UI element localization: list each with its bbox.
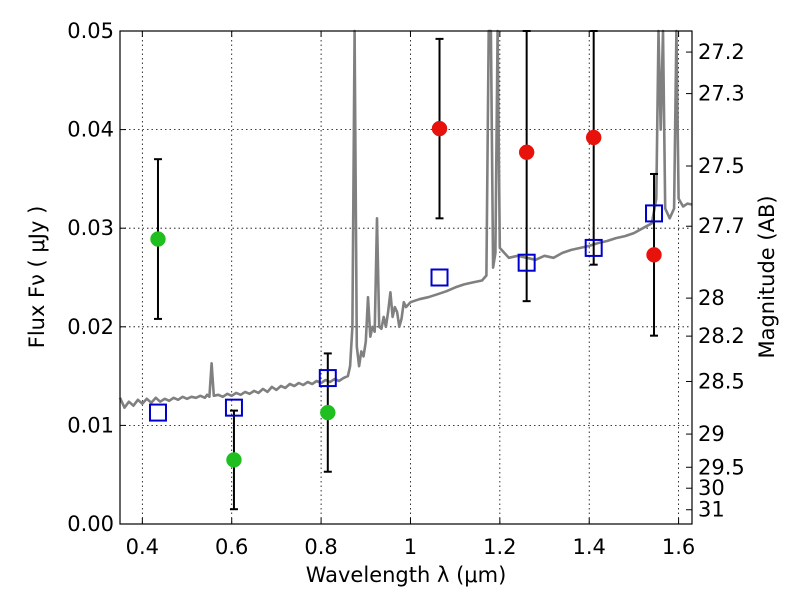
- y-tick-label: 0.04: [67, 118, 114, 142]
- spectrum: [118, 29, 693, 409]
- x-tick-label: 1.6: [662, 535, 695, 559]
- red-data-point: [646, 247, 662, 263]
- y-tick-label: 0.00: [67, 512, 114, 536]
- model-square-marker: [318, 369, 337, 388]
- y-tick-label: 0.03: [67, 216, 114, 240]
- right-tick-label: 28.2: [698, 324, 745, 348]
- right-tick-label: 28: [698, 286, 725, 310]
- y-tick-label: 0.01: [67, 413, 114, 437]
- right-tick-label: 27.2: [698, 40, 745, 64]
- x-tick-label: 1: [404, 535, 417, 559]
- right-tick-label: 28.5: [698, 369, 745, 393]
- x-ticks: 0.4 0.6 0.8 1 1.2 1.4 1.6: [126, 31, 695, 559]
- right-tick-label: 31: [698, 498, 725, 522]
- x-tick-label: 1.2: [483, 535, 516, 559]
- markers: [148, 120, 664, 468]
- plot-background: [120, 31, 692, 524]
- y-tick-label: 0.05: [67, 19, 114, 43]
- green-data-point: [150, 231, 166, 247]
- x-tick-label: 1.4: [573, 535, 606, 559]
- model-square-marker: [148, 403, 167, 422]
- right-tick-label: 27.5: [698, 154, 745, 178]
- x-axis-label: Wavelength λ (μm): [306, 563, 507, 587]
- y-ticks: 0.00 0.01 0.02 0.03 0.04 0.05: [67, 19, 126, 536]
- x-tick-label: 0.6: [215, 535, 248, 559]
- green-data-point: [226, 452, 242, 468]
- y-tick-label: 0.02: [67, 315, 114, 339]
- right-axis-label: Magnitude (AB): [755, 195, 779, 358]
- right-tick-label: 27.3: [698, 82, 745, 106]
- y-axis-label: Flux Fν ( μJy ): [25, 206, 49, 349]
- model-square-marker: [584, 238, 603, 257]
- right-tick-label: 27.7: [698, 214, 745, 238]
- model-square-marker: [224, 398, 243, 417]
- x-tick-label: 0.8: [304, 535, 337, 559]
- right-tick-label: 29.5: [698, 455, 745, 479]
- green-data-point: [320, 404, 336, 421]
- red-data-point: [431, 120, 448, 137]
- right-tick-label: 29: [698, 422, 725, 446]
- model-square-marker: [517, 253, 536, 272]
- model-square-marker: [430, 268, 449, 287]
- model-square-marker: [645, 204, 664, 223]
- right-tick-label: 30: [698, 476, 725, 500]
- plot-frame: [119, 30, 693, 525]
- red-data-point: [518, 144, 535, 161]
- red-data-point: [585, 129, 602, 146]
- spectrum-line: [118, 29, 693, 409]
- x-tick-label: 0.4: [126, 535, 159, 559]
